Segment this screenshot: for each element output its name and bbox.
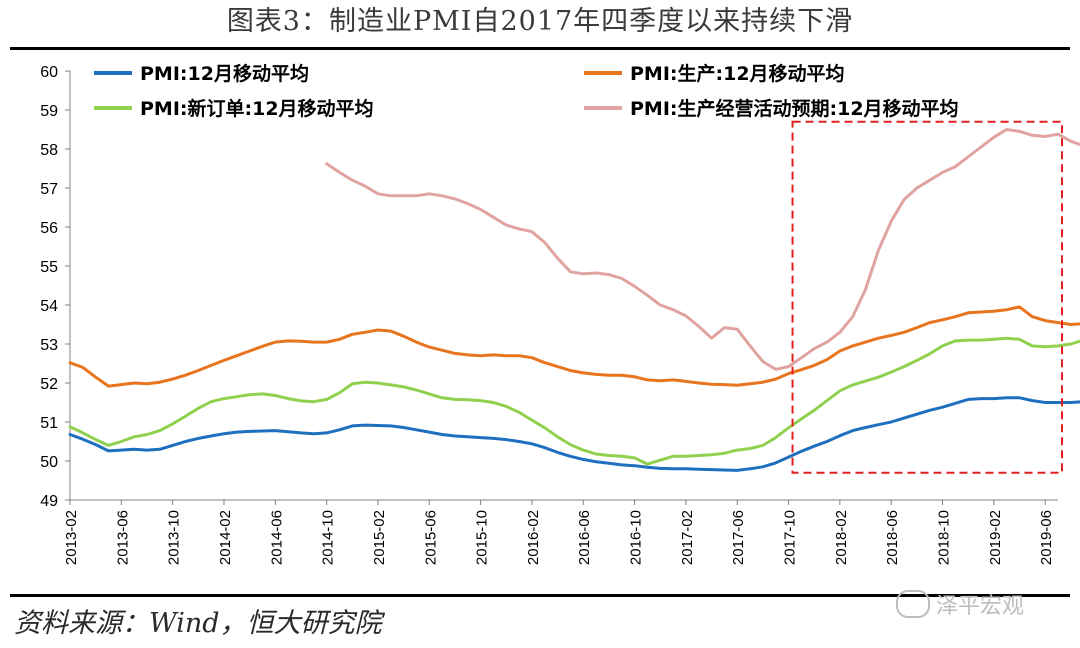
y-tick-label: 54 xyxy=(40,298,58,315)
series-layer xyxy=(68,120,1080,474)
legend-label-1: PMI:生产:12月移动平均 xyxy=(630,62,845,85)
x-tick-label: 2014-10 xyxy=(320,510,337,565)
pmi-line-chart: 49 50 51 52 53 54 55 56 57 58 59 60 2013-02 2013-06 20… xyxy=(40,62,1080,565)
watermark: 泽平宏观 xyxy=(896,588,1024,620)
legend-label-3: PMI:生产经营活动预期:12月移动平均 xyxy=(630,97,959,120)
x-tick-label: 2015-10 xyxy=(474,510,491,565)
x-tick-label: 2016-10 xyxy=(628,510,645,565)
source-note: 资料来源：Wind，恒大研究院 xyxy=(14,608,382,639)
x-tick-label: 2013-02 xyxy=(63,510,80,565)
title-divider xyxy=(10,47,1070,50)
y-tick-label: 52 xyxy=(40,376,58,393)
y-tick-label: 51 xyxy=(40,415,58,432)
x-tick-label: 2018-02 xyxy=(833,510,850,565)
legend-label-0: PMI:12月移动平均 xyxy=(140,62,309,85)
x-tick-label: 2017-02 xyxy=(679,510,696,565)
x-tick-label: 2014-06 xyxy=(268,510,285,565)
x-tick-label: 2016-02 xyxy=(525,510,542,565)
series-line-0 xyxy=(68,396,1080,472)
y-tick-label: 59 xyxy=(40,103,58,120)
x-tick-label: 2016-06 xyxy=(576,510,593,565)
x-tick-label: 2017-06 xyxy=(730,510,747,565)
y-tick-label: 56 xyxy=(40,220,58,237)
series-line-2 xyxy=(68,336,1080,466)
watermark-text: 泽平宏观 xyxy=(936,594,1025,619)
x-tick-label: 2017-10 xyxy=(782,510,799,565)
y-tick-label: 60 xyxy=(40,64,58,81)
y-tick-label: 55 xyxy=(40,259,58,276)
highlight-box xyxy=(791,120,1064,474)
chart-legend: PMI:12月移动平均 PMI:生产:12月移动平均 PMI:新订单:12月移动平均… xyxy=(94,62,959,120)
y-tick-label: 50 xyxy=(40,454,58,471)
wechat-icon xyxy=(896,590,930,618)
chart-axes: 49 50 51 52 53 54 55 56 57 58 59 60 2013-02 2013-06 20… xyxy=(40,64,1058,565)
x-tick-label: 2013-10 xyxy=(166,510,183,565)
x-tick-label: 2015-06 xyxy=(422,510,439,565)
y-tick-label: 49 xyxy=(40,493,58,510)
y-tick-label: 53 xyxy=(40,337,58,354)
source-divider xyxy=(10,594,1070,597)
x-tick-label: 2015-02 xyxy=(371,510,388,565)
x-tick-label: 2019-06 xyxy=(1038,510,1055,565)
series-line-3 xyxy=(325,128,1080,371)
x-tick-label: 2019-02 xyxy=(987,510,1004,565)
x-tick-label: 2018-10 xyxy=(936,510,953,565)
y-tick-label: 58 xyxy=(40,142,58,159)
series-line-1 xyxy=(68,305,1080,388)
chart-title: 图表3：制造业PMI自2017年四季度以来持续下滑 xyxy=(226,6,854,37)
x-tick-label: 2013-06 xyxy=(114,510,131,565)
y-tick-label: 57 xyxy=(40,181,58,198)
legend-label-2: PMI:新订单:12月移动平均 xyxy=(140,97,374,120)
x-tick-label: 2014-02 xyxy=(217,510,234,565)
x-tick-label: 2018-06 xyxy=(884,510,901,565)
